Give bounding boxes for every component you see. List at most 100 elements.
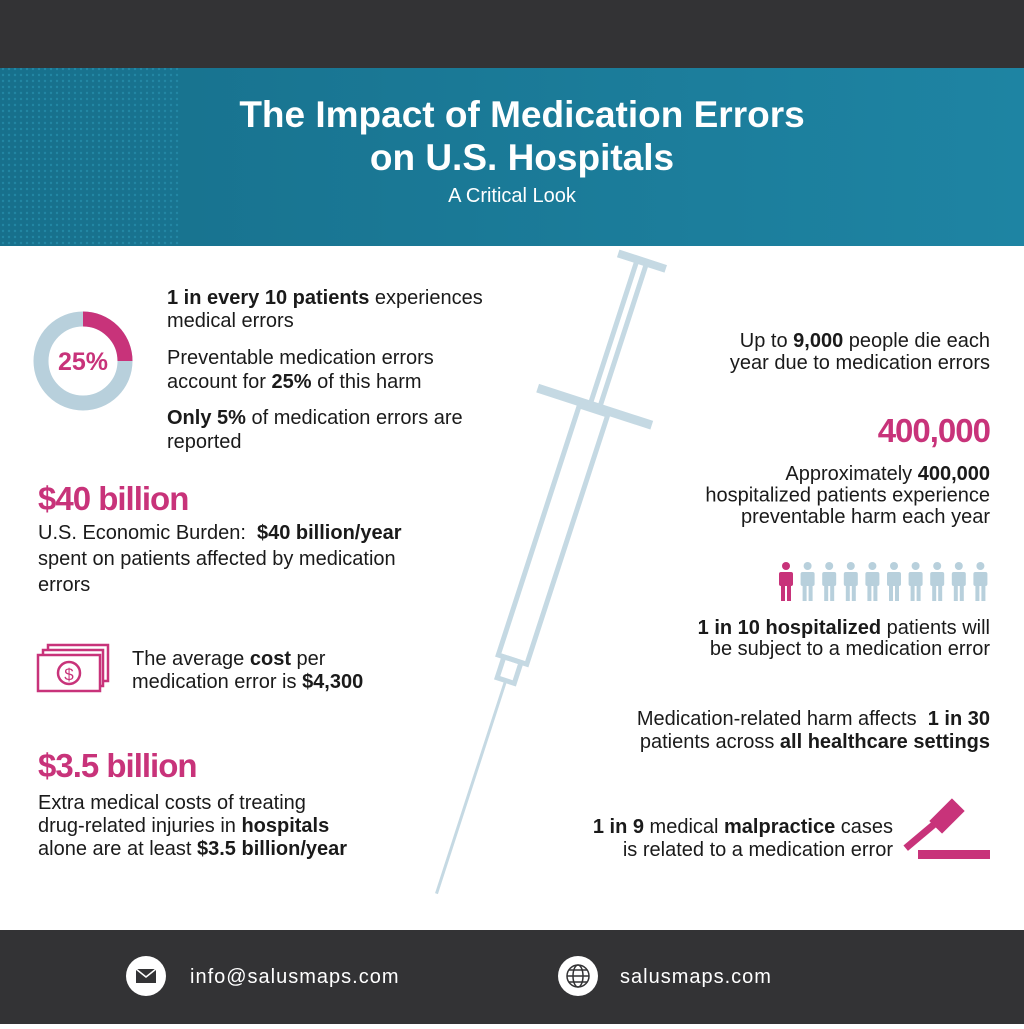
stat-line: The average cost per xyxy=(132,648,326,670)
stat-text: 9,000 xyxy=(793,330,843,352)
stat-line: year due to medication errors xyxy=(730,352,990,374)
person-leg xyxy=(981,585,986,601)
headline: $3.5 billion xyxy=(38,747,197,784)
stat-text: Medication-related harm affects xyxy=(637,708,928,730)
stat-text: cost xyxy=(250,648,291,670)
stat-text: medication error is xyxy=(132,671,302,693)
donut-segment xyxy=(82,311,133,362)
stat-line: Up to 9,000 people die each xyxy=(740,330,990,352)
stat-text: of this harm xyxy=(312,371,422,393)
people-icons xyxy=(779,562,988,601)
email-icon-flap xyxy=(135,968,157,978)
stat-line: is related to a medication error xyxy=(623,839,893,861)
person-leg xyxy=(851,585,856,601)
syringe xyxy=(435,249,667,895)
person-leg xyxy=(787,585,791,601)
stat-text: Approximately xyxy=(785,463,917,485)
person-head xyxy=(846,562,855,570)
stat-text: medical errors xyxy=(167,310,294,332)
svg-text:$: $ xyxy=(64,665,74,684)
person-body xyxy=(779,572,793,586)
stat-text: preventable harm each year xyxy=(741,506,990,528)
person-leg xyxy=(910,585,915,601)
stat-text: cases xyxy=(835,816,893,838)
stat-text: Up to xyxy=(740,330,793,352)
person-leg xyxy=(975,585,980,601)
stat-text: hospitals xyxy=(241,815,329,837)
stat-text: 1 in every 10 patients xyxy=(167,287,369,309)
person-body xyxy=(930,572,945,586)
globe-icon-lines xyxy=(566,964,590,988)
person-leg xyxy=(824,585,829,601)
stat-text: 1 in 10 hospitalized xyxy=(698,617,881,639)
stat-text: patients will xyxy=(881,617,990,639)
title-line: The Impact of Medication Errors xyxy=(239,94,804,135)
stat-line: Approximately 400,000 xyxy=(785,463,990,485)
stat-line: Extra medical costs of treating xyxy=(38,792,306,814)
stat-line: preventable harm each year xyxy=(741,506,990,528)
stat-line: drug-related injuries in hospitals xyxy=(38,815,329,837)
stat-text: 1 in 30 xyxy=(928,708,990,730)
stat-line: 1 in 9 medical malpractice cases xyxy=(593,816,893,838)
stat-text: $40 billion/year xyxy=(257,522,402,544)
stat-line: alone are at least $3.5 billion/year xyxy=(38,838,347,860)
stat-line: 1 in every 10 patients experiences xyxy=(167,287,483,309)
stat-line: 1 in 10 hospitalized patients will xyxy=(698,617,990,639)
person-leg xyxy=(808,585,813,601)
stat-line: reported xyxy=(167,431,242,453)
stat-text: drug-related injuries in xyxy=(38,815,241,837)
subtitle: A Critical Look xyxy=(448,185,577,207)
stat-text: 25% xyxy=(272,371,312,393)
person-body xyxy=(908,572,923,586)
stat-line: errors xyxy=(38,574,90,596)
person-leg xyxy=(895,585,899,601)
stat-text: account for xyxy=(167,371,272,393)
stat-text: patients across xyxy=(640,731,780,753)
person-head xyxy=(890,562,898,570)
stat-text: 400,000 xyxy=(918,463,990,485)
stat-line: spent on patients affected by medication xyxy=(38,548,396,570)
stat-text: be subject to a medication error xyxy=(710,638,990,660)
stat-text: alone are at least xyxy=(38,838,197,860)
person-leg xyxy=(916,585,921,601)
person-leg xyxy=(889,585,893,601)
stat-text: year due to medication errors xyxy=(730,352,990,374)
person-body xyxy=(843,572,858,586)
stat-text: hospitalized patients experience xyxy=(705,485,990,507)
stat-line: Only 5% of medication errors are xyxy=(167,407,463,429)
stat-line: account for 25% of this harm xyxy=(167,371,422,393)
gavel-icon xyxy=(903,798,990,859)
footer-band xyxy=(0,930,1024,1024)
stat-text: all healthcare settings xyxy=(780,731,990,753)
person-leg xyxy=(867,585,872,601)
person-head xyxy=(976,562,985,570)
stat-text: errors xyxy=(38,574,90,596)
person-leg xyxy=(959,585,964,601)
stat-text: people die each xyxy=(843,330,990,352)
stat-text: 1 in 9 xyxy=(593,816,644,838)
person-head xyxy=(825,562,834,570)
person-body xyxy=(973,572,988,586)
stat-text: per xyxy=(291,648,326,670)
stat-text: of medication errors are xyxy=(246,407,463,429)
person-head xyxy=(933,562,942,570)
stat-line: medical errors xyxy=(167,310,294,332)
donut-label: 25% xyxy=(58,348,108,376)
person-leg xyxy=(953,585,958,601)
footer-website: salusmaps.com xyxy=(620,966,772,988)
stat-text: reported xyxy=(167,431,242,453)
person-body xyxy=(951,572,966,586)
person-leg xyxy=(932,585,937,601)
person-leg xyxy=(845,585,850,601)
stat-line: patients across all healthcare settings xyxy=(640,731,990,753)
person-head xyxy=(868,562,877,570)
person-body xyxy=(822,572,837,586)
person-head xyxy=(954,562,963,570)
person-body xyxy=(800,572,815,586)
stat-text: Extra medical costs of treating xyxy=(38,792,306,814)
person-head xyxy=(782,562,790,570)
stat-line: U.S. Economic Burden: $40 billion/year xyxy=(38,522,402,544)
person-body xyxy=(887,572,901,586)
